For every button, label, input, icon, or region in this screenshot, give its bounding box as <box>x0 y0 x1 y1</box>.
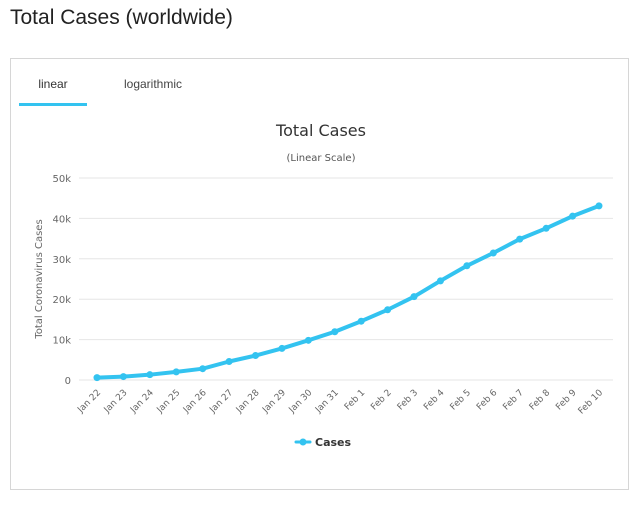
x-tick-label: Jan 31 <box>313 388 341 416</box>
y-tick-label: 40k <box>52 214 71 225</box>
x-tick-label: Feb 10 <box>577 388 606 417</box>
y-tick-label: 50k <box>52 174 71 185</box>
y-tick-label: 20k <box>52 295 71 306</box>
legend-marker-icon <box>299 438 307 446</box>
x-tick-label: Jan 29 <box>260 388 288 416</box>
x-tick-label: Feb 4 <box>422 388 447 413</box>
y-tick-label: 30k <box>52 255 71 266</box>
x-tick-label: Jan 27 <box>208 388 236 416</box>
tab-logarithmic[interactable]: logarithmic <box>123 77 183 91</box>
tab-linear[interactable]: linear <box>19 71 87 106</box>
data-point[interactable] <box>331 328 339 336</box>
x-tick-label: Feb 3 <box>396 388 420 412</box>
data-point[interactable] <box>516 235 524 243</box>
legend-label[interactable]: Cases <box>315 436 352 449</box>
y-axis-ticks: 0 10k 20k 30k 40k 50k <box>52 174 71 387</box>
y-axis-title: Total Coronavirus Cases <box>34 219 45 339</box>
x-tick-label: Feb 9 <box>554 388 579 413</box>
line-chart: Total Cases (Linear Scale) Total Coronav… <box>34 121 613 449</box>
legend[interactable]: Cases <box>294 436 352 449</box>
chart-subtitle: (Linear Scale) <box>287 153 356 164</box>
series-layer <box>93 202 603 382</box>
x-tick-label: Jan 22 <box>75 388 103 416</box>
series-line <box>95 203 601 380</box>
x-tick-label: Feb 8 <box>528 388 553 413</box>
x-tick-label: Jan 30 <box>287 388 315 416</box>
x-axis-ticks: Jan 22 Jan 23 Jan 24 Jan 25 Jan 26 Jan 27 Jan … <box>75 388 605 417</box>
data-point[interactable] <box>410 293 418 301</box>
data-point[interactable] <box>463 262 471 270</box>
grid-layer <box>79 177 613 381</box>
chart-panel: linear logarithmic Total Cases (Linear S… <box>10 58 629 490</box>
data-point[interactable] <box>278 344 286 352</box>
x-tick-label: Jan 23 <box>102 388 130 416</box>
data-point[interactable] <box>304 336 312 344</box>
data-point[interactable] <box>93 374 101 382</box>
x-tick-label: Jan 25 <box>155 388 183 416</box>
data-point[interactable] <box>542 224 550 232</box>
x-tick-label: Feb 5 <box>449 388 473 412</box>
data-point[interactable] <box>172 368 180 376</box>
x-tick-label: Jan 28 <box>234 388 262 416</box>
data-point[interactable] <box>199 365 207 373</box>
chart-title: Total Cases <box>275 121 366 140</box>
data-point[interactable] <box>252 352 260 360</box>
x-tick-label: Feb 7 <box>501 388 525 412</box>
x-tick-label: Feb 2 <box>369 388 393 412</box>
x-tick-label: Feb 1 <box>343 388 367 412</box>
data-point[interactable] <box>357 317 365 325</box>
data-point[interactable] <box>569 212 577 220</box>
y-tick-label: 10k <box>52 336 71 347</box>
y-tick-label: 0 <box>65 376 71 387</box>
data-point[interactable] <box>146 371 154 379</box>
data-point[interactable] <box>384 306 392 314</box>
data-point[interactable] <box>119 373 127 381</box>
x-tick-label: Jan 24 <box>128 388 156 416</box>
page-title: Total Cases (worldwide) <box>10 6 233 29</box>
x-tick-label: Jan 26 <box>181 388 209 416</box>
data-point[interactable] <box>595 202 603 210</box>
data-point[interactable] <box>225 357 233 365</box>
data-point[interactable] <box>489 249 497 257</box>
x-tick-label: Feb 6 <box>475 388 500 413</box>
data-point[interactable] <box>436 277 444 285</box>
